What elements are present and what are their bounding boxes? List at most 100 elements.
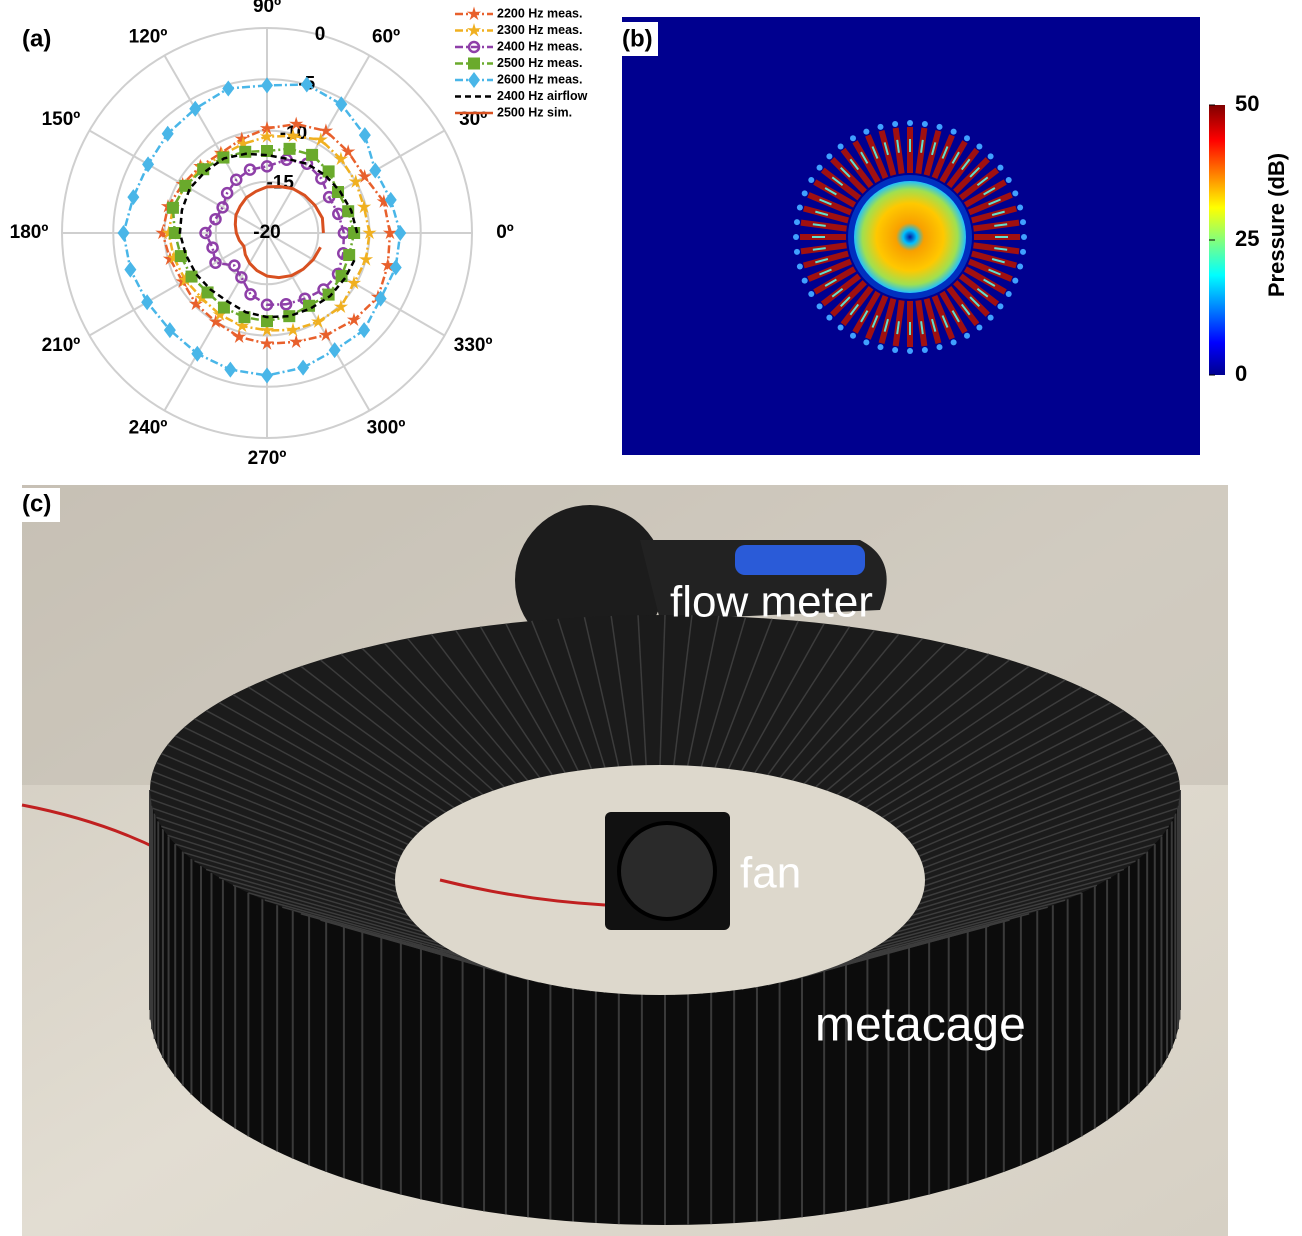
marker: [167, 202, 179, 214]
marker: [208, 243, 218, 253]
cell-tip: [802, 278, 808, 284]
marker: [359, 252, 373, 266]
marker: [211, 214, 221, 224]
metacage-label: metacage: [815, 999, 1026, 1052]
marker: [142, 156, 154, 172]
marker: [186, 271, 198, 283]
cell-tip: [1012, 190, 1018, 196]
cell-tip: [892, 121, 898, 127]
cell-tip: [922, 347, 928, 353]
cell-tip: [997, 165, 1003, 171]
cell-tip: [1006, 291, 1012, 297]
cell-tip: [863, 339, 869, 345]
flow-meter-label: flow meter: [670, 578, 873, 627]
marker: [319, 328, 333, 342]
cell-tip: [1020, 249, 1026, 255]
theta-tick-label: 240º: [129, 418, 168, 439]
cell-tip: [1017, 264, 1023, 270]
cell-tip: [937, 344, 943, 350]
theta-tick-label: 270º: [248, 448, 287, 469]
cell-tip: [863, 129, 869, 135]
legend-marker: [468, 72, 480, 88]
cell-tip: [826, 153, 832, 159]
cell-tip: [951, 339, 957, 345]
cell-tip: [892, 347, 898, 353]
legend-label: 2500 Hz sim.: [497, 105, 572, 119]
theta-tick-label: 210º: [42, 335, 81, 356]
marker: [394, 225, 406, 241]
marker: [336, 270, 348, 282]
cell-tip: [794, 219, 800, 225]
cell-tip: [1020, 219, 1026, 225]
marker: [232, 329, 246, 343]
marker: [127, 189, 139, 205]
cell-tip: [1012, 278, 1018, 284]
marker: [224, 362, 236, 378]
marker: [284, 143, 296, 155]
marker: [358, 322, 370, 338]
legend-label: 2600 Hz meas.: [497, 72, 582, 86]
cell-tip: [1017, 204, 1023, 210]
r-tick-label: -15: [267, 173, 295, 194]
cell-tip: [808, 291, 814, 297]
polar-chart: 0º30º60º90º120º150º180º210º240º270º300º3…: [10, 0, 588, 469]
cell-tip: [964, 333, 970, 339]
interior-pressure: [854, 181, 966, 293]
cell-tip: [802, 190, 808, 196]
legend-label: 2400 Hz airflow: [497, 89, 588, 103]
colorbar-label: Pressure (dB): [1264, 153, 1289, 297]
marker: [289, 334, 303, 348]
cell-tip: [826, 315, 832, 321]
cell-tip: [797, 204, 803, 210]
panel-label: (b): [622, 25, 653, 52]
cell-tip: [907, 348, 913, 354]
theta-tick-label: 300º: [367, 418, 406, 439]
r-tick-label: 0: [315, 24, 326, 45]
marker: [218, 302, 230, 314]
cell-tip: [907, 120, 913, 126]
fan-label: fan: [740, 849, 801, 898]
cell-tip: [850, 333, 856, 339]
fan-blades: [619, 823, 715, 919]
theta-tick-label: 150º: [42, 109, 81, 130]
colorbar-tick-label: 0: [1235, 361, 1247, 386]
marker: [202, 286, 214, 298]
cell-tip: [817, 303, 823, 309]
cell-tip: [922, 121, 928, 127]
r-tick-label: -20: [253, 222, 280, 243]
cell-tip: [838, 144, 844, 150]
marker: [390, 259, 402, 275]
marker: [359, 127, 371, 143]
cell-tip: [877, 124, 883, 130]
theta-tick-label: 330º: [454, 335, 493, 356]
marker: [297, 360, 309, 376]
marker: [306, 149, 318, 161]
grid-spoke: [165, 55, 268, 233]
legend-label: 2500 Hz meas.: [497, 56, 582, 70]
marker: [118, 225, 130, 241]
marker: [348, 227, 360, 239]
figure: Pressure (dB) flow meter fan metacage (a…: [0, 0, 1302, 1236]
legend-label: 2400 Hz meas.: [497, 39, 582, 53]
cell-tip: [794, 249, 800, 255]
cell-tip: [817, 165, 823, 171]
panel-label: (c): [22, 490, 51, 517]
marker: [239, 146, 251, 158]
cell-tip: [997, 303, 1003, 309]
cell-tip: [976, 324, 982, 330]
page: Pressure (dB) flow meter fan metacage (a…: [0, 0, 1302, 1236]
marker: [246, 289, 256, 299]
marker: [261, 367, 273, 383]
marker: [162, 126, 174, 142]
flow-meter-grip: [735, 545, 865, 575]
legend-label: 2200 Hz meas.: [497, 6, 582, 20]
theta-tick-label: 180º: [10, 222, 49, 243]
theta-tick-label: 120º: [129, 26, 168, 47]
theta-tick-label: 90º: [253, 0, 281, 17]
marker: [323, 165, 335, 177]
cell-tip: [964, 135, 970, 141]
legend-marker: [468, 58, 480, 70]
cell-tip: [988, 153, 994, 159]
cell-tip: [988, 315, 994, 321]
cell-tip: [877, 344, 883, 350]
